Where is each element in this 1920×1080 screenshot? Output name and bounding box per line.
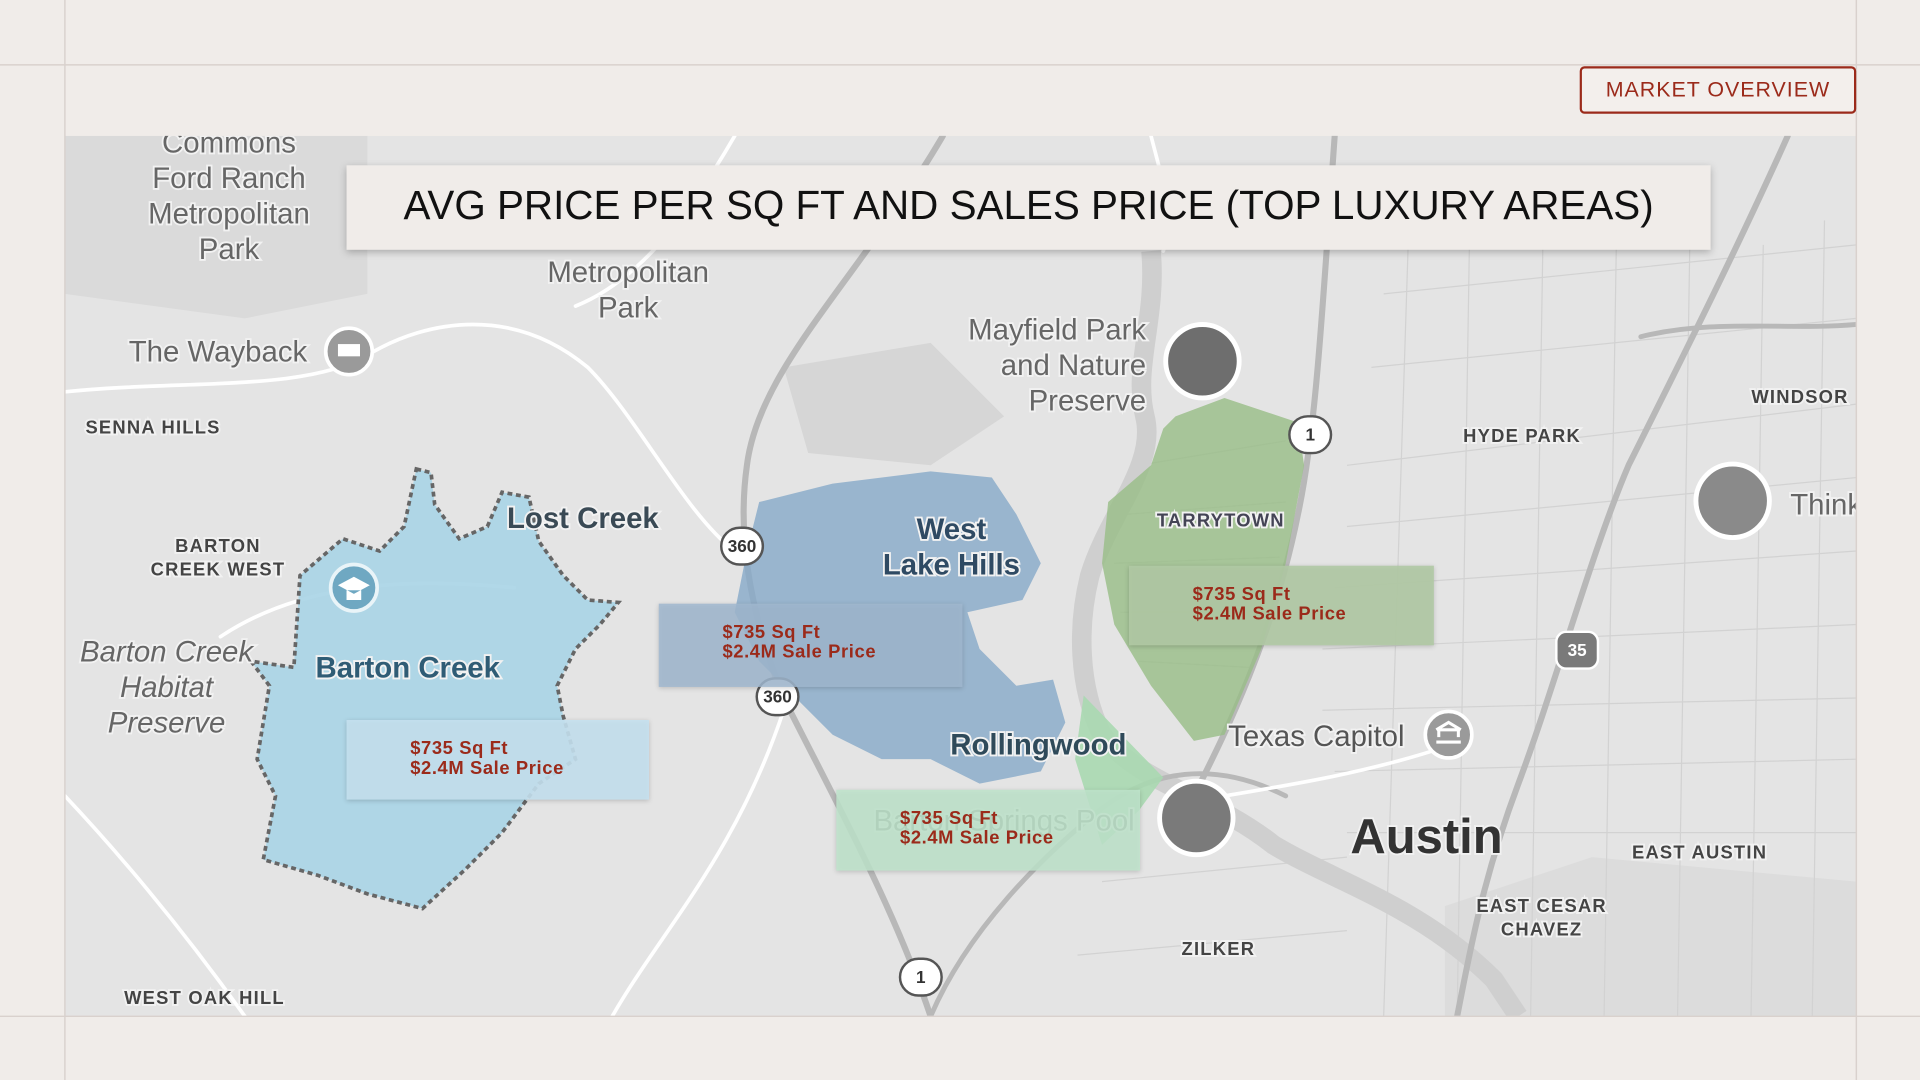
map-label: SENNA HILLS: [85, 416, 220, 437]
map-label: BARTON: [175, 535, 261, 556]
map-label: Barton Creek: [316, 652, 501, 685]
map-label: EAST CESAR: [1476, 895, 1607, 916]
price-per-sqft: $735 Sq Ft: [1193, 583, 1291, 604]
map-label: Commons: [162, 126, 296, 159]
map-label: Ford Ranch: [152, 162, 305, 195]
map-label: Rollingwood: [950, 729, 1126, 762]
map-label: EAST AUSTIN: [1632, 841, 1767, 862]
price-box: [658, 603, 963, 687]
road-shield: [1555, 630, 1600, 670]
road-shield: [898, 957, 943, 997]
map-label: Think: [1790, 489, 1862, 522]
map-label: Metropolitan: [148, 197, 310, 230]
title-box: [346, 165, 1711, 250]
price-box: [836, 789, 1140, 871]
map-label: Lake Hills: [883, 549, 1020, 582]
map-label: Habitat: [120, 671, 215, 704]
price-box: [1128, 565, 1434, 646]
price-boxes: $735 Sq Ft$2.4M Sale Price$735 Sq Ft$2.4…: [346, 565, 1434, 871]
price-per-sqft: $735 Sq Ft: [410, 737, 508, 758]
map-label: Preserve: [1029, 385, 1147, 418]
poi-icons: [323, 322, 1772, 858]
map-label: CHAVEZ: [1501, 918, 1582, 939]
badge-box: [1579, 66, 1857, 114]
map-label: ZILKER: [1182, 938, 1256, 959]
road-shield-label: 1: [916, 967, 926, 987]
river: [1072, 250, 1527, 1017]
map-label: Park: [199, 233, 260, 266]
map-label: CREEK WEST: [151, 558, 286, 579]
price-per-sqft: $735 Sq Ft: [722, 621, 820, 642]
badge: MARKET OVERVIEW: [1606, 77, 1830, 101]
map-label: The Wayback: [129, 336, 308, 369]
road-shield: [1288, 415, 1333, 455]
map-label: WINDSOR: [1751, 386, 1848, 407]
map-label: West: [917, 513, 987, 546]
map-label: Metropolitan: [547, 256, 709, 289]
map-label: Barton Creek: [80, 636, 254, 669]
sale-price: $2.4M Sale Price: [410, 757, 564, 778]
sale-price: $2.4M Sale Price: [722, 640, 876, 661]
map-label: Austin: [1350, 810, 1502, 864]
road-shield-label: 35: [1568, 640, 1588, 660]
sale-price: $2.4M Sale Price: [1193, 603, 1347, 624]
title: AVG PRICE PER SQ FT AND SALES PRICE (TOP…: [403, 182, 1653, 228]
sale-price: $2.4M Sale Price: [900, 827, 1054, 848]
map-label: Park: [598, 292, 659, 325]
road-shield: [720, 526, 765, 566]
map-label: HYDE PARK: [1463, 425, 1581, 446]
road-shield-label: 1: [1305, 424, 1315, 444]
map-label: WEST OAK HILL: [124, 987, 285, 1008]
park-area: [64, 135, 368, 319]
road-shield-label: 360: [763, 686, 792, 706]
map-label: Texas Capitol: [1228, 720, 1404, 753]
map-label: and Nature: [1001, 349, 1146, 382]
road-shield-label: 360: [728, 536, 757, 556]
price-box: [346, 720, 649, 800]
map-label: TARRYTOWN: [1157, 509, 1285, 530]
park-area: [783, 342, 1005, 466]
map-label: Mayfield Park: [968, 314, 1146, 347]
price-per-sqft: $735 Sq Ft: [900, 807, 998, 828]
map-label: Lost Creek: [507, 502, 659, 535]
map-label: Preserve: [108, 707, 226, 740]
